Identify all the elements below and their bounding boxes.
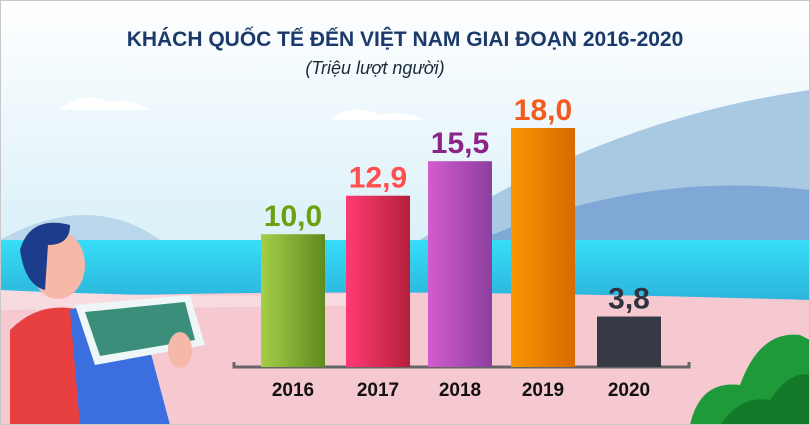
bar-2018 bbox=[428, 161, 492, 367]
x-tick-label-2018: 2018 bbox=[439, 380, 481, 401]
plant-illustration bbox=[690, 334, 810, 425]
bar-2020 bbox=[597, 316, 661, 367]
traveler-illustration bbox=[10, 222, 205, 425]
data-label-2019: 18,0 bbox=[514, 94, 572, 127]
data-label-2020: 3,8 bbox=[608, 283, 650, 316]
data-label-2016: 10,0 bbox=[264, 200, 322, 233]
data-label-2017: 12,9 bbox=[349, 162, 407, 195]
bar-2016 bbox=[261, 234, 325, 367]
chart-title: KHÁCH QUỐC TẾ ĐẾN VIỆT NAM GIAI ĐOẠN 201… bbox=[126, 28, 684, 51]
x-tick-label-2019: 2019 bbox=[522, 380, 564, 401]
x-tick-label-2017: 2017 bbox=[357, 380, 399, 401]
x-tick-label-2016: 2016 bbox=[272, 380, 314, 401]
chart-subtitle: (Triệu lượt người) bbox=[305, 58, 445, 78]
bar-2017 bbox=[346, 195, 410, 367]
data-label-2018: 15,5 bbox=[431, 127, 489, 160]
bar-2019 bbox=[511, 128, 575, 367]
x-tick-label-2020: 2020 bbox=[608, 380, 650, 401]
